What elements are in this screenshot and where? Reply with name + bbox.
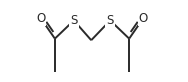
Text: S: S [70,14,77,27]
Text: O: O [36,12,45,25]
Text: O: O [139,12,148,25]
Text: S: S [107,14,114,27]
